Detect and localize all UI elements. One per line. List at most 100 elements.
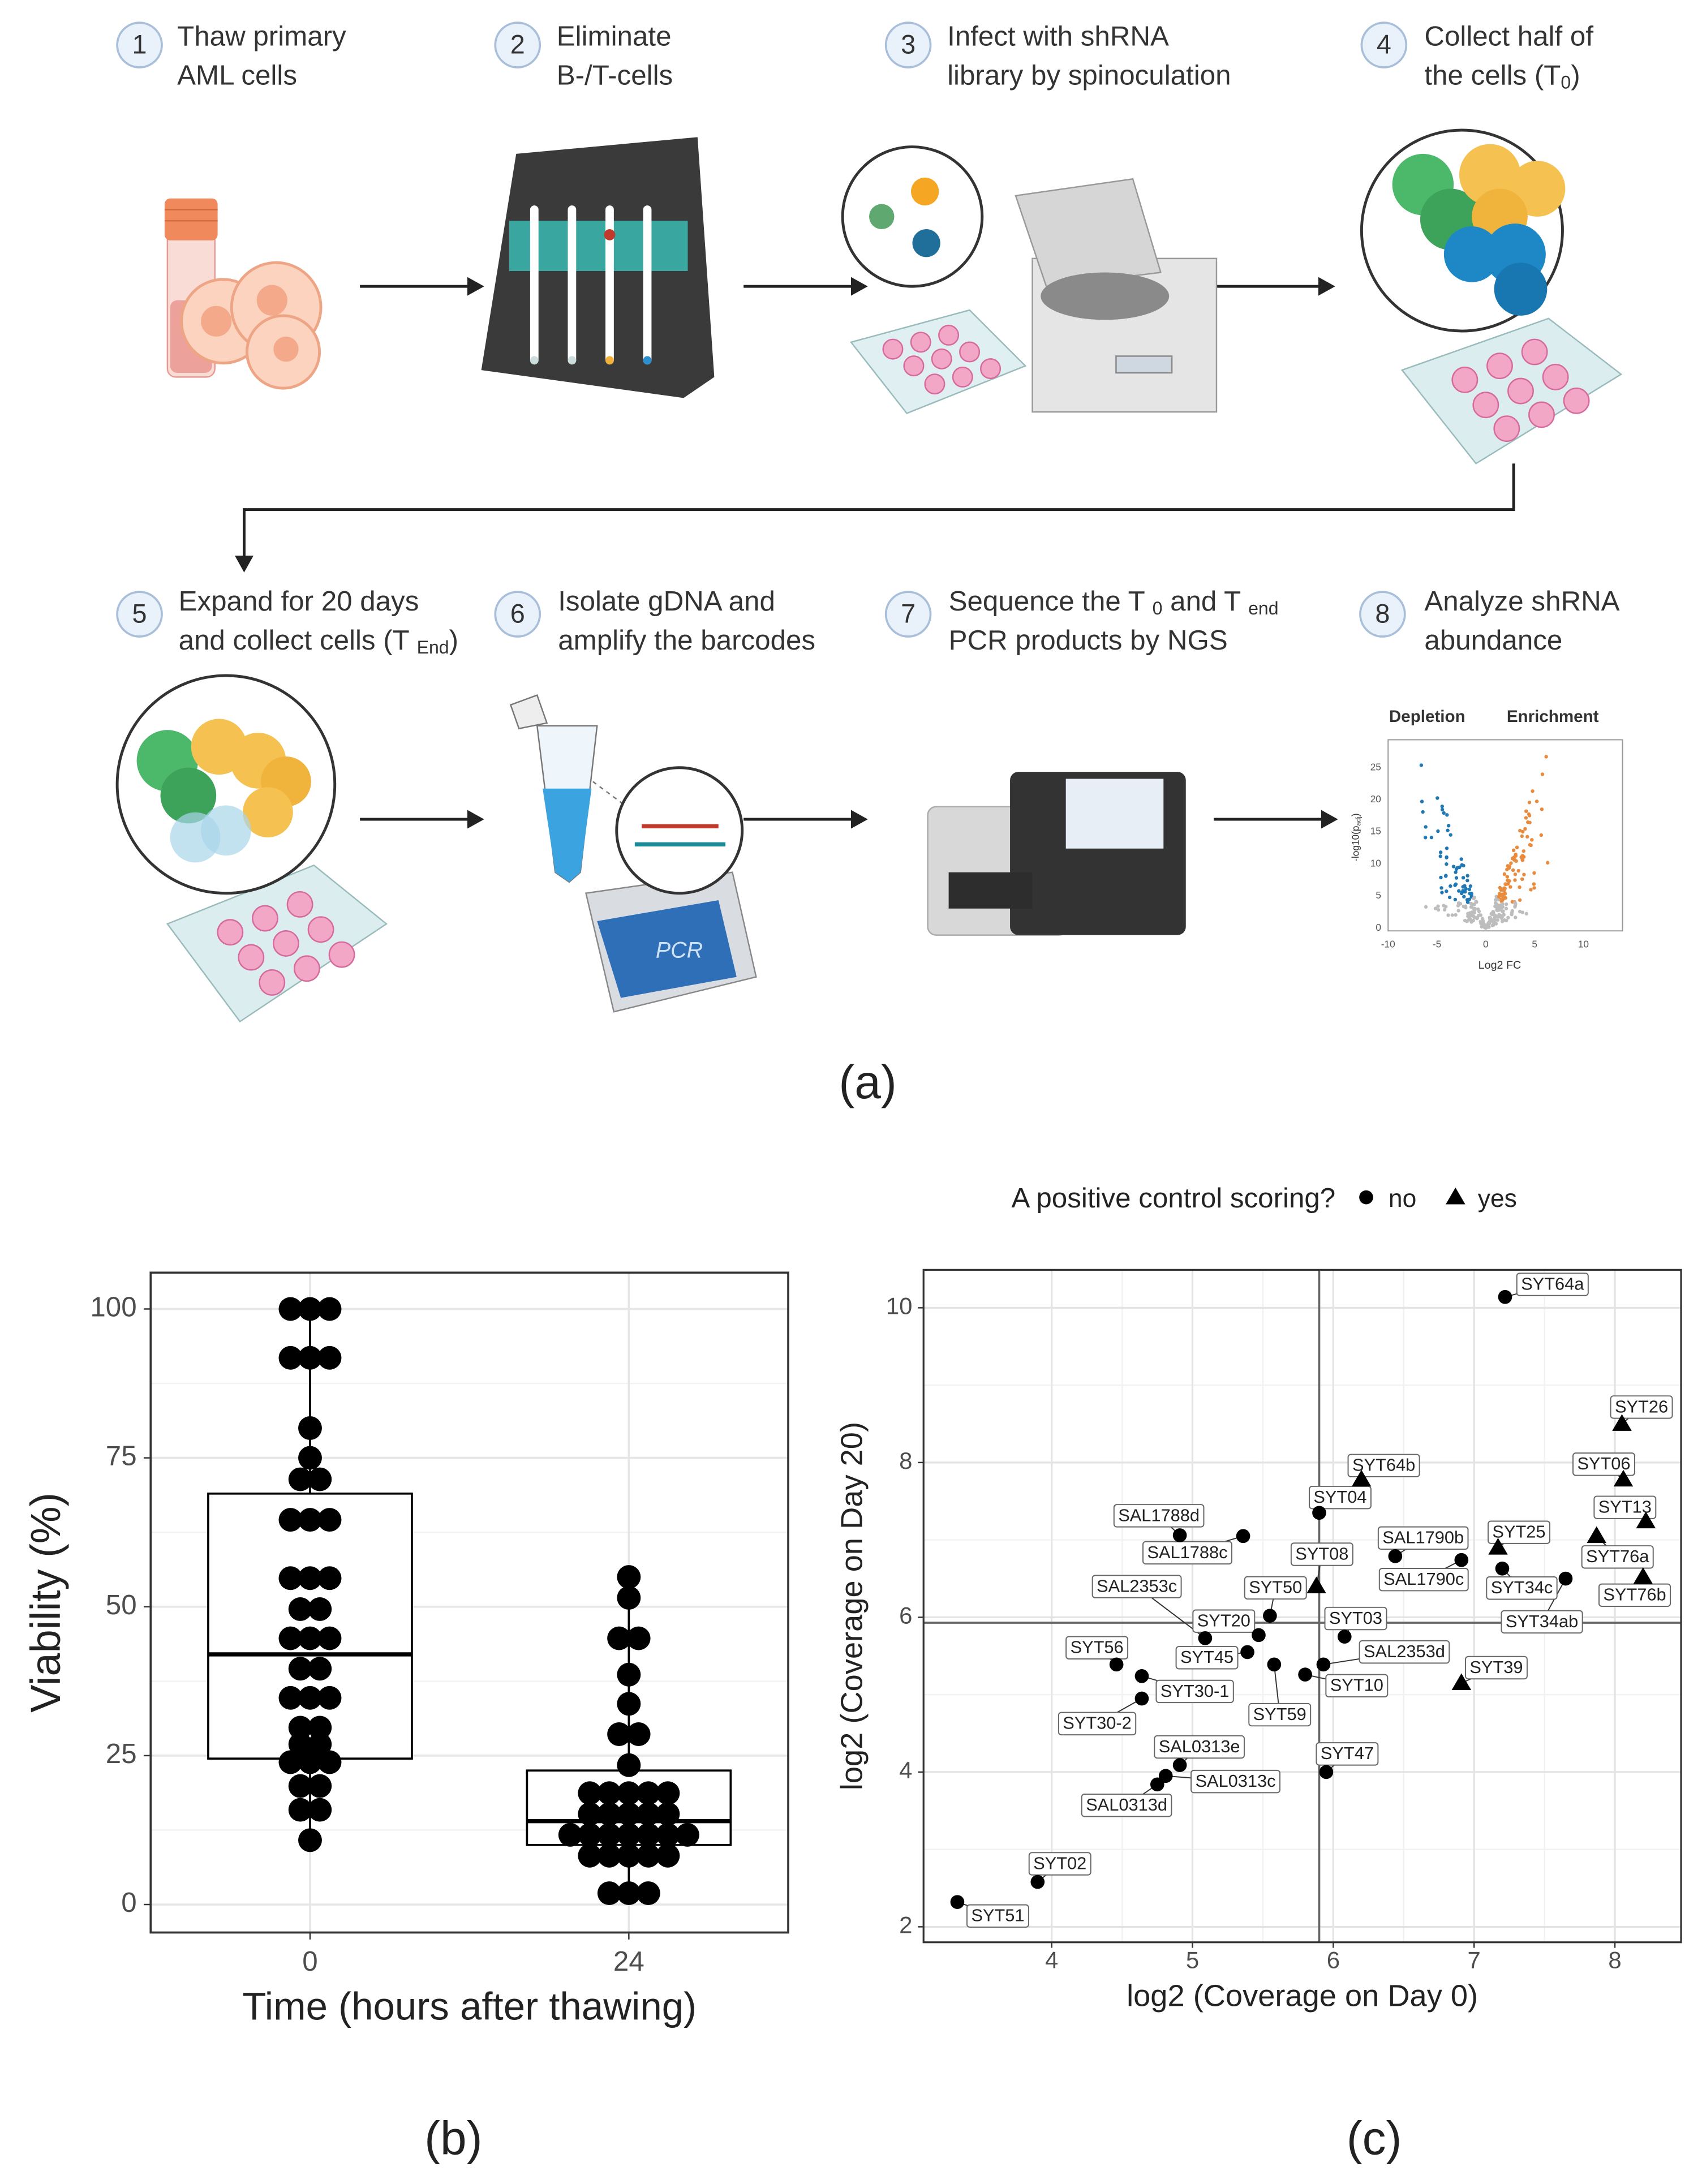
step-number: 7 <box>901 599 916 628</box>
point <box>1488 1538 1508 1555</box>
volcano-dot-illustration <box>1484 924 1489 928</box>
dot <box>288 1798 312 1822</box>
collect-cells-illustration-part-part <box>1542 363 1569 390</box>
magnetic-rack-illustration-part <box>530 205 652 365</box>
label-box <box>1028 1852 1091 1876</box>
step-number: 5 <box>132 599 147 628</box>
volcano-dot-illustration <box>1436 829 1440 833</box>
spinoculation-illustration-part-part <box>882 338 904 360</box>
label-box <box>1325 1674 1389 1698</box>
volcano-dot-illustration <box>1440 891 1444 895</box>
step-text-part: abundance <box>1424 625 1562 656</box>
collect-cells-illustration-part-part <box>1451 366 1478 393</box>
volcano-dot-illustration <box>1454 876 1459 880</box>
point-label: SYT20 <box>1197 1611 1250 1631</box>
dot <box>578 1843 602 1868</box>
pcr-illustration-part <box>543 788 592 882</box>
volcano-dot-illustration <box>1460 891 1464 895</box>
volcano-dot-illustration <box>1493 918 1497 922</box>
label-box <box>1142 1541 1232 1565</box>
panel-label: (b) <box>424 2111 482 2164</box>
arrows-part <box>234 555 253 573</box>
legend-label: yes <box>1478 1185 1517 1213</box>
point-label: SYT02 <box>1033 1853 1086 1873</box>
point <box>1454 1553 1469 1567</box>
point <box>1298 1667 1312 1682</box>
x-tick-label: 0 <box>302 1946 317 1977</box>
volcano-dot-illustration <box>1544 755 1548 759</box>
expanded-cells-illustration-part <box>201 805 251 856</box>
x-tick-label: 4 <box>1045 1946 1058 1973</box>
dot <box>308 1597 332 1621</box>
point <box>1312 1506 1326 1520</box>
volcano-dot-illustration <box>1498 885 1502 890</box>
dot <box>317 1750 342 1774</box>
point-label: SYT30-2 <box>1063 1713 1132 1733</box>
expanded-cells-illustration-part-part <box>328 941 355 968</box>
pcr-illustration-part <box>615 766 744 895</box>
volcano-dot-illustration <box>1421 810 1425 814</box>
y-tick-label: 0 <box>121 1887 136 1918</box>
volcano-y-tick: 5 <box>1376 889 1381 901</box>
volcano-dot-illustration <box>1464 887 1468 891</box>
subscript: end <box>1248 599 1278 619</box>
point <box>1558 1571 1573 1586</box>
label-box <box>1516 1272 1589 1296</box>
spinoculation-illustration-part-part <box>903 355 925 377</box>
dot <box>617 1662 641 1687</box>
volcano-y-label: -log10(padj) <box>1349 813 1363 861</box>
volcano-dot-illustration <box>1442 811 1446 815</box>
step-text: B-/T-cells <box>557 59 673 91</box>
expanded-cells-illustration-part <box>217 891 355 996</box>
volcano-y-tick: 0 <box>1376 922 1381 933</box>
volcano-dot-illustration <box>1491 923 1495 927</box>
volcano-dot-illustration <box>1515 845 1519 849</box>
spinoculation-illustration-part <box>1041 272 1170 320</box>
volcano-dot-illustration <box>1445 813 1449 817</box>
dot <box>298 1345 322 1370</box>
step-text-part: Isolate gDNA and <box>558 586 775 617</box>
dot <box>617 1822 641 1847</box>
point <box>1158 1769 1173 1783</box>
dot <box>288 1657 312 1681</box>
step-text-part: Thaw primary <box>177 20 346 51</box>
volcano-dot-illustration <box>1424 905 1428 909</box>
expanded-cells-illustration-part-part <box>259 969 286 996</box>
volcano-dot-illustration <box>1436 904 1440 908</box>
dot <box>278 1626 303 1650</box>
dot <box>317 1345 342 1370</box>
step-text: Infect with shRNA <box>947 20 1169 51</box>
step-text-part: Eliminate <box>557 20 672 51</box>
volcano-y-tick: 20 <box>1370 793 1381 805</box>
step-text: library by spinoculation <box>947 59 1231 91</box>
collect-cells-illustration-part <box>1451 338 1590 442</box>
label-box <box>1244 1576 1307 1600</box>
thawed-cells-illustration-part <box>273 336 299 362</box>
volcano-dot-illustration <box>1516 869 1520 873</box>
volcano-x-tick: 0 <box>1483 938 1489 949</box>
point <box>1236 1529 1250 1544</box>
point <box>1134 1691 1149 1706</box>
dot <box>288 1716 312 1740</box>
volcano-dot-illustration <box>1535 799 1539 803</box>
volcano-dot-illustration <box>1419 763 1424 767</box>
volcano-dot-illustration <box>1508 885 1512 889</box>
step-number: 3 <box>901 29 916 59</box>
volcano-dot-illustration <box>1505 875 1509 879</box>
point-label: SYT59 <box>1253 1704 1306 1724</box>
step-text: Expand for 20 days <box>179 586 419 617</box>
dot <box>308 1716 332 1740</box>
dot <box>597 1822 621 1847</box>
label-box <box>1377 1526 1469 1550</box>
dot <box>597 1843 621 1868</box>
dot <box>578 1781 602 1805</box>
dot <box>298 1297 322 1321</box>
point-label: SYT64b <box>1352 1455 1415 1475</box>
point <box>1612 1414 1632 1431</box>
arrows-part <box>851 277 868 296</box>
volcano-dot-illustration <box>1445 889 1449 893</box>
magnetic-rack-illustration-part <box>604 229 616 240</box>
step-badge <box>884 22 932 68</box>
volcano-x-tick: -10 <box>1381 938 1395 949</box>
volcano-dot-illustration <box>1456 904 1460 908</box>
